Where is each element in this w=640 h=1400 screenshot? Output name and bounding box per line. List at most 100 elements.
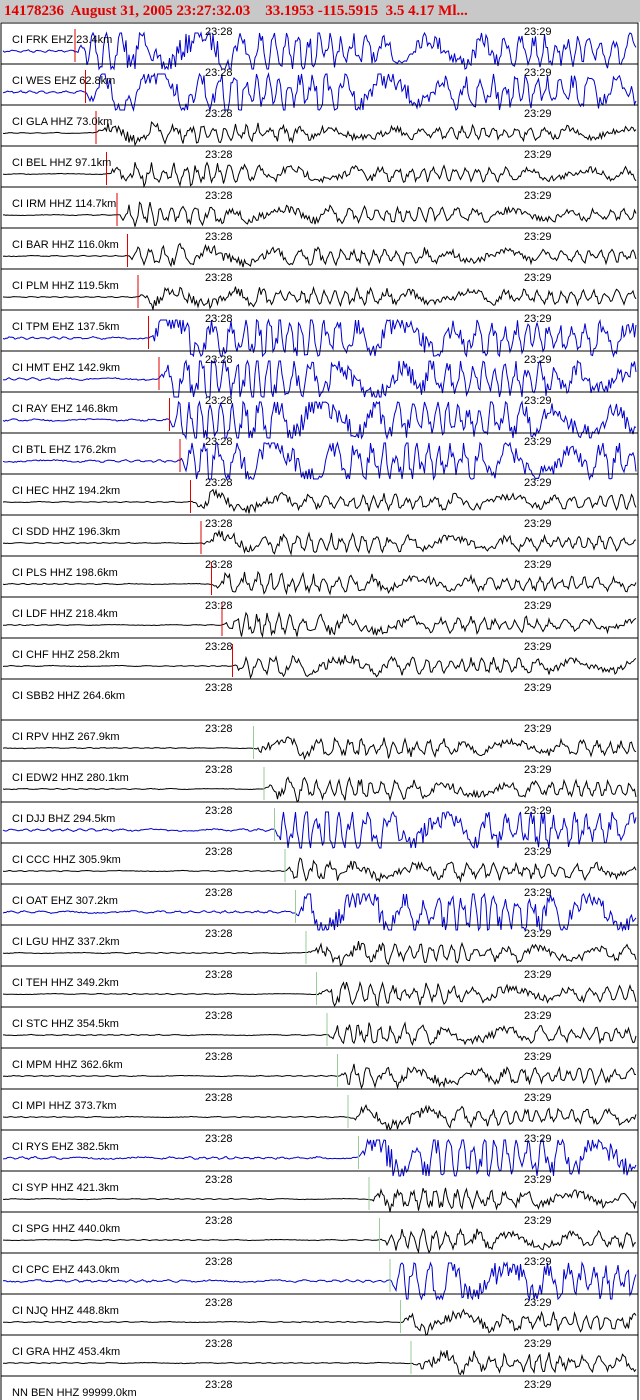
time-mark: 23:28 <box>205 1338 233 1350</box>
waveform <box>2 161 637 189</box>
time-mark: 23:29 <box>524 1174 552 1186</box>
trace-label: CI SPG HHZ 440.0km <box>12 1223 120 1235</box>
trace-label: CI CHF HHZ 258.2km <box>12 649 120 661</box>
trace-label: CI GRA HHZ 453.4km <box>12 1346 120 1358</box>
waveform <box>2 892 637 932</box>
time-mark: 23:28 <box>205 67 233 79</box>
time-mark: 23:28 <box>205 477 233 489</box>
trace-label: CI PLM HHZ 119.5km <box>12 280 119 292</box>
waveform <box>2 1138 637 1178</box>
waveform <box>2 736 637 761</box>
time-mark: 23:28 <box>205 1297 233 1309</box>
waveform <box>2 570 637 596</box>
waveform <box>2 810 637 850</box>
time-mark: 23:28 <box>205 1092 233 1104</box>
time-mark: 23:29 <box>524 477 552 489</box>
time-mark: 23:28 <box>205 518 233 530</box>
time-mark: 23:29 <box>524 190 552 202</box>
time-mark: 23:28 <box>205 682 233 694</box>
time-mark: 23:29 <box>524 436 552 448</box>
trace-label: CI MPM HHZ 362.6km <box>12 1059 123 1071</box>
time-mark: 23:29 <box>524 395 552 407</box>
time-mark: 23:28 <box>205 887 233 899</box>
waveform <box>2 72 637 112</box>
waveform <box>2 441 637 481</box>
time-mark: 23:28 <box>205 313 233 325</box>
trace-label: CI SYP HHZ 421.3km <box>12 1182 119 1194</box>
time-mark: 23:29 <box>524 231 552 243</box>
trace-label: CI GLA HHZ 73.0km <box>12 116 112 128</box>
trace-label: CI RPV HHZ 267.9km <box>12 731 120 743</box>
waveform <box>2 1104 637 1131</box>
trace-label: CI HEC HHZ 194.2km <box>12 485 120 497</box>
time-mark: 23:29 <box>524 969 552 981</box>
trace-label: CI MPI HHZ 373.7km <box>12 1100 117 1112</box>
waveform <box>2 941 637 967</box>
waveform <box>2 1063 637 1090</box>
time-mark: 23:28 <box>205 1010 233 1022</box>
time-mark: 23:28 <box>205 969 233 981</box>
time-mark: 23:28 <box>205 600 233 612</box>
time-mark: 23:29 <box>524 108 552 120</box>
trace-label: CI BAR HHZ 116.0km <box>12 239 119 251</box>
trace-label: CI LGU HHZ 337.2km <box>12 936 120 948</box>
time-mark: 23:28 <box>205 436 233 448</box>
time-mark: 23:29 <box>524 559 552 571</box>
trace-label: CI OAT EHZ 307.2km <box>12 895 118 907</box>
waveform <box>2 1308 637 1337</box>
time-mark: 23:29 <box>524 1051 552 1063</box>
time-mark: 23:29 <box>524 764 552 776</box>
time-mark: 23:28 <box>205 559 233 571</box>
trace-label: CI IRM HHZ 114.7km <box>12 198 116 210</box>
time-mark: 23:29 <box>524 1338 552 1350</box>
waveform <box>2 776 637 802</box>
waveform <box>2 529 637 556</box>
waveform <box>3 1349 637 1376</box>
time-mark: 23:29 <box>524 682 552 694</box>
waveform <box>2 359 637 398</box>
time-mark: 23:28 <box>205 108 233 120</box>
trace-label: CI BEL HHZ 97.1km <box>12 157 111 169</box>
waveform <box>2 1261 637 1301</box>
time-mark: 23:28 <box>205 1379 233 1391</box>
trace-label: CI LDF HHZ 218.4km <box>12 608 118 620</box>
time-mark: 23:29 <box>524 1379 552 1391</box>
time-mark: 23:28 <box>205 846 233 858</box>
trace-label: CI HMT EHZ 142.9km <box>12 362 120 374</box>
waveform <box>2 1187 637 1212</box>
trace-label: CI FRK EHZ 23.4km <box>12 34 112 46</box>
trace-label: CI RYS EHZ 382.5km <box>12 1141 119 1153</box>
trace-label: CI EDW2 HHZ 280.1km <box>12 772 129 784</box>
time-mark: 23:29 <box>524 149 552 161</box>
time-mark: 23:28 <box>205 1215 233 1227</box>
time-mark: 23:29 <box>524 928 552 940</box>
waveform <box>2 655 637 680</box>
time-mark: 23:28 <box>205 1174 233 1186</box>
time-mark: 23:29 <box>524 641 552 653</box>
waveform <box>2 285 637 310</box>
time-mark: 23:28 <box>205 149 233 161</box>
time-mark: 23:29 <box>524 272 552 284</box>
time-mark: 23:29 <box>524 846 552 858</box>
waveform <box>2 242 637 268</box>
time-mark: 23:28 <box>205 928 233 940</box>
time-mark: 23:29 <box>524 805 552 817</box>
time-mark: 23:28 <box>205 190 233 202</box>
time-mark: 23:29 <box>524 1133 552 1145</box>
trace-label: CI RAY EHZ 146.8km <box>12 403 118 415</box>
waveform <box>2 400 637 440</box>
time-mark: 23:28 <box>205 395 233 407</box>
waveform <box>2 31 637 71</box>
time-mark: 23:29 <box>524 1092 552 1104</box>
time-mark: 23:29 <box>524 1010 552 1022</box>
waveform <box>2 980 637 1007</box>
waveform <box>2 121 637 147</box>
time-mark: 23:28 <box>205 641 233 653</box>
trace-label: CI SDD HHZ 196.3km <box>12 526 120 538</box>
time-mark: 23:29 <box>524 1256 552 1268</box>
trace-label: CI WES EHZ 62.8km <box>12 75 115 87</box>
trace-label: NN BEN HHZ 99999.0km <box>12 1387 137 1399</box>
time-mark: 23:29 <box>524 518 552 530</box>
